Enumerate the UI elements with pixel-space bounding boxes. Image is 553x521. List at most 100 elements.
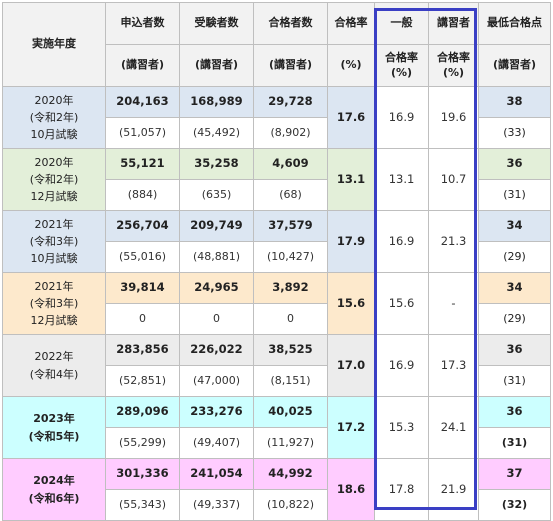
year-year3: 10月試験 (30, 252, 78, 266)
table-body: 2020年 (令和2年) 10月試験 204,163 168,989 29,728 17.6… (2, 86, 551, 521)
rate-cell: 17.9 (327, 210, 375, 273)
trainee-rate-cell: 21.3 (428, 210, 479, 273)
year-year3: 12月試験 (30, 314, 78, 328)
applicants-cell: 289,096 (105, 396, 180, 428)
rate-cell: 17.6 (327, 86, 375, 149)
applicants-cell: 204,163 (105, 86, 180, 118)
passers-cell: 44,992 (253, 458, 328, 490)
min-score-cell: 34 (478, 210, 551, 242)
header-min-score: 最低合格点 (478, 2, 551, 45)
min-score-trainee-cell: (31) (478, 179, 551, 211)
header-passers-trainee: (講習者) (253, 44, 328, 87)
year-year2: (令和3年) (29, 234, 79, 248)
header-general-rate: 合格率(%) (374, 44, 429, 87)
year-year1: 2022年 (34, 350, 74, 364)
passers-trainee-cell: (8,902) (253, 117, 328, 149)
year-cell: 2022年 (令和4年) (2, 334, 106, 397)
passers-cell: 37,579 (253, 210, 328, 242)
applicants-trainee-cell: (884) (105, 179, 180, 211)
examinees-trainee-cell: (47,000) (179, 365, 254, 397)
year-cell: 2020年 (令和2年) 12月試験 (2, 148, 106, 211)
trainee-rate-cell: 24.1 (428, 396, 479, 459)
year-year2: (令和3年) (29, 296, 79, 310)
year-cell: 2024年 (令和6年) (2, 458, 106, 521)
header-min-score-trainee: (講習者) (478, 44, 551, 87)
examinees-cell: 35,258 (179, 148, 254, 180)
general-rate-cell: 16.9 (374, 334, 429, 397)
min-score-cell: 36 (478, 148, 551, 180)
table-row: 2024年 (令和6年) 301,336 241,054 44,992 18.6 17.8 2… (2, 458, 551, 521)
year-year1: 2024年 (33, 474, 75, 488)
trainee-rate-cell: 17.3 (428, 334, 479, 397)
examinees-cell: 226,022 (179, 334, 254, 366)
min-score-cell: 38 (478, 86, 551, 118)
table-row: 2020年 (令和2年) 12月試験 55,121 35,258 4,609 13.1 13.… (2, 148, 551, 211)
applicants-trainee-cell: (55,299) (105, 427, 180, 459)
year-year2: (令和6年) (28, 491, 80, 505)
header-year: 実施年度 (2, 2, 106, 87)
examinees-cell: 24,965 (179, 272, 254, 304)
year-year1: 2020年 (34, 93, 74, 107)
general-rate-cell: 15.3 (374, 396, 429, 459)
min-score-cell: 36 (478, 396, 551, 428)
examinees-cell: 233,276 (179, 396, 254, 428)
rate-cell: 15.6 (327, 272, 375, 335)
passers-trainee-cell: 0 (253, 303, 328, 335)
passers-trainee-cell: (10,427) (253, 241, 328, 273)
year-year2: (令和5年) (28, 429, 80, 443)
examinees-cell: 241,054 (179, 458, 254, 490)
passers-cell: 40,025 (253, 396, 328, 428)
year-year3: 10月試験 (30, 128, 78, 142)
general-rate-cell: 17.8 (374, 458, 429, 521)
rate-cell: 13.1 (327, 148, 375, 211)
header-general: 一般 (374, 2, 429, 45)
min-score-trainee-cell: (31) (478, 427, 551, 459)
examinees-trainee-cell: (48,881) (179, 241, 254, 273)
year-year1: 2021年 (34, 279, 74, 293)
table-row-sub: (52,851) (47,000) (8,151) (31) (3, 365, 551, 397)
passers-cell: 38,525 (253, 334, 328, 366)
passers-cell: 4,609 (253, 148, 328, 180)
applicants-cell: 283,856 (105, 334, 180, 366)
examinees-trainee-cell: 0 (179, 303, 254, 335)
examinees-trainee-cell: (45,492) (179, 117, 254, 149)
applicants-trainee-cell: (55,016) (105, 241, 180, 273)
year-cell: 2021年 (令和3年) 12月試験 (2, 272, 106, 335)
min-score-trainee-cell: (31) (478, 365, 551, 397)
general-rate-cell: 16.9 (374, 210, 429, 273)
trainee-rate-cell: - (428, 272, 479, 335)
year-year2: (令和4年) (29, 367, 79, 381)
applicants-cell: 256,704 (105, 210, 180, 242)
applicants-trainee-cell: 0 (105, 303, 180, 335)
year-year1: 2021年 (34, 217, 74, 231)
min-score-cell: 34 (478, 272, 551, 304)
trainee-rate-cell: 21.9 (428, 458, 479, 521)
rate-cell: 17.2 (327, 396, 375, 459)
header-trainee-rate: 合格率(%) (428, 44, 479, 87)
table-row-sub: (55,299) (49,407) (11,927) (31) (3, 427, 551, 459)
rate-cell: 17.0 (327, 334, 375, 397)
passers-trainee-cell: (11,927) (253, 427, 328, 459)
passers-trainee-cell: (68) (253, 179, 328, 211)
header-examinees: 受験者数 (179, 2, 254, 45)
header-trainee: 講習者 (428, 2, 479, 45)
table-row-sub: (51,057) (45,492) (8,902) (33) (3, 117, 551, 149)
year-cell: 2023年 (令和5年) (2, 396, 106, 459)
table-row: 2021年 (令和3年) 10月試験 256,704 209,749 37,579 17.9… (2, 210, 551, 273)
rate-cell: 18.6 (327, 458, 375, 521)
passers-cell: 29,728 (253, 86, 328, 118)
year-year2: (令和2年) (29, 110, 79, 124)
passers-trainee-cell: (8,151) (253, 365, 328, 397)
examinees-trainee-cell: (635) (179, 179, 254, 211)
year-cell: 2021年 (令和3年) 10月試験 (2, 210, 106, 273)
applicants-trainee-cell: (51,057) (105, 117, 180, 149)
header-rate-unit: (%) (327, 44, 375, 87)
min-score-trainee-cell: (33) (478, 117, 551, 149)
table-row: 2020年 (令和2年) 10月試験 204,163 168,989 29,728 17.6… (2, 86, 551, 149)
applicants-trainee-cell: (52,851) (105, 365, 180, 397)
examinees-trainee-cell: (49,407) (179, 427, 254, 459)
examinees-cell: 168,989 (179, 86, 254, 118)
general-rate-cell: 16.9 (374, 86, 429, 149)
examinees-cell: 209,749 (179, 210, 254, 242)
